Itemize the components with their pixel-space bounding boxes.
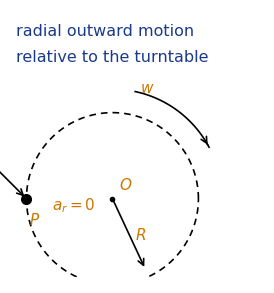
Text: radial outward motion: radial outward motion [16,24,194,39]
Text: relative to the turntable: relative to the turntable [16,50,209,65]
Text: $P$: $P$ [29,212,40,228]
Text: $R$: $R$ [135,227,146,243]
Text: $O$: $O$ [119,177,132,193]
Text: $w$: $w$ [140,81,155,96]
Text: $a_r = 0$: $a_r = 0$ [53,196,96,215]
